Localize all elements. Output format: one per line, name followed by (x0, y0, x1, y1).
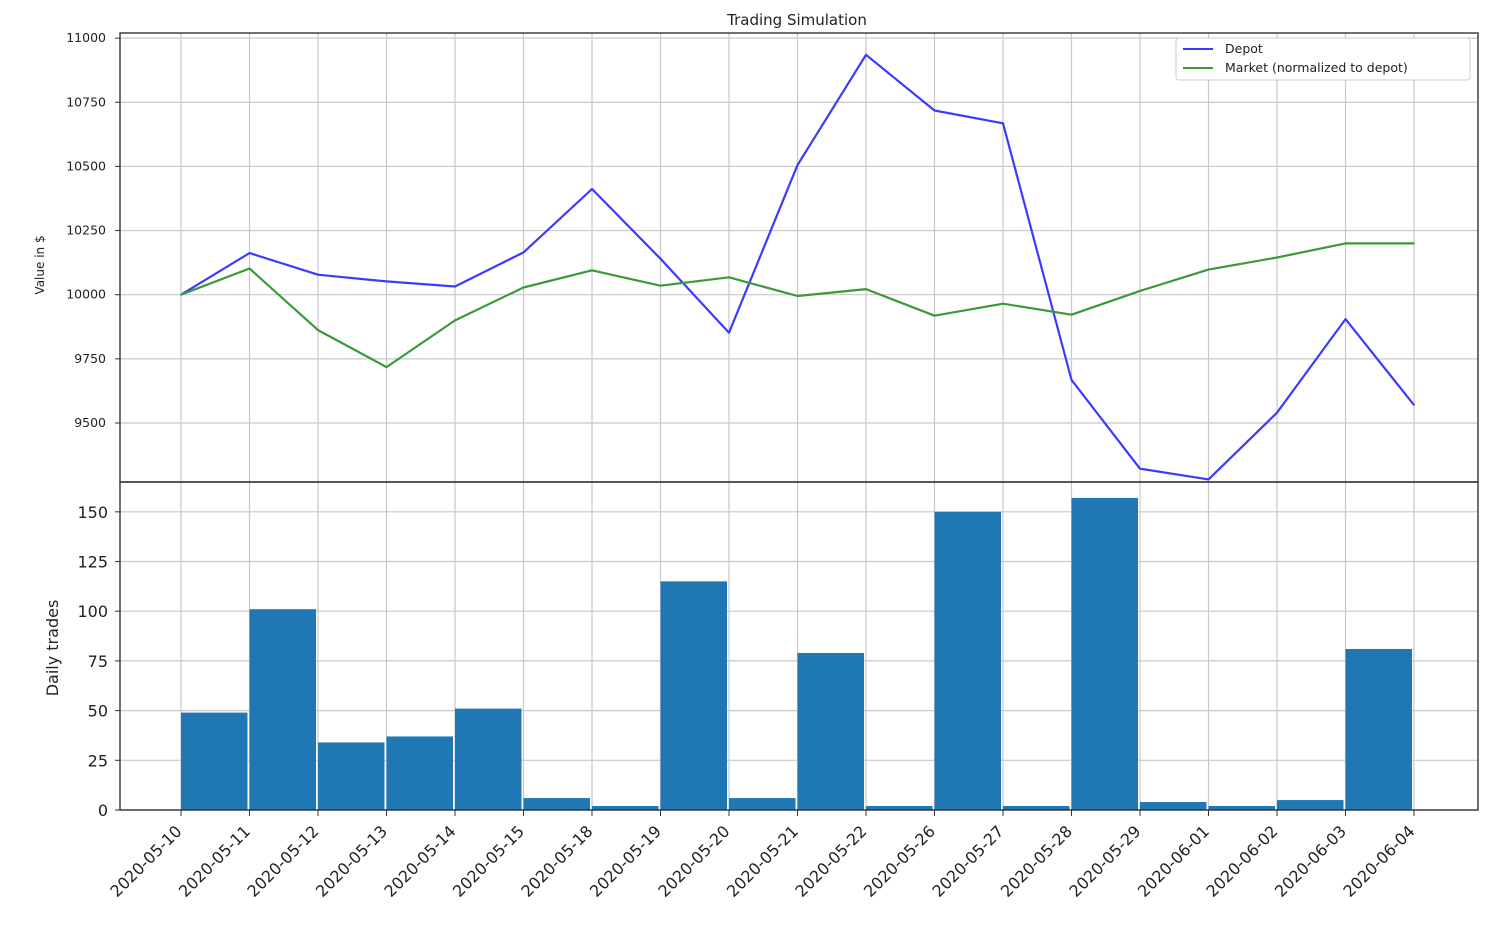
series-point-depot (1276, 411, 1278, 414)
y-tick-label-top: 11000 (66, 30, 106, 45)
daily-trades-bars (181, 497, 1412, 810)
series-point-depot (933, 109, 936, 112)
bar-2020-05-15 (523, 798, 590, 810)
bar-2020-06-01 (1208, 806, 1275, 810)
series-point-depot (659, 257, 662, 260)
series-point-market (1002, 302, 1004, 305)
y-tick-label-top: 9750 (74, 351, 106, 366)
series-point-market (180, 293, 182, 296)
series-point-depot (1207, 478, 1210, 481)
bar-2020-06-03 (1345, 648, 1412, 810)
series-point-depot (248, 252, 251, 254)
series-point-market (454, 319, 456, 322)
chart-title: Trading Simulation (726, 11, 867, 29)
bar-2020-05-28 (1071, 497, 1138, 810)
series-point-depot (385, 280, 388, 283)
bar-2020-05-12 (318, 742, 385, 810)
series-point-depot (1002, 122, 1004, 125)
y-tick-label-top: 10750 (66, 94, 106, 109)
legend: Depot Market (normalized to depot) (1175, 37, 1471, 81)
series-point-market (385, 366, 388, 368)
legend-label-depot: Depot (1225, 41, 1263, 56)
bar-2020-05-19 (660, 581, 727, 810)
series-point-market (728, 276, 730, 279)
bar-2020-05-22 (866, 806, 933, 810)
series-point-market (591, 269, 593, 272)
series-point-market (1139, 290, 1141, 292)
bar-2020-05-10 (181, 712, 248, 810)
bar-2020-06-02 (1277, 800, 1344, 810)
y-tick-label-bottom: 125 (77, 553, 108, 572)
y-axis-label-daily-trades: Daily trades (43, 600, 62, 697)
series-point-market (796, 295, 799, 297)
bar-2020-05-26 (934, 511, 1001, 810)
y-tick-label-top: 10000 (66, 287, 106, 302)
y-tick-label-top: 10250 (66, 223, 106, 238)
bar-2020-05-21 (797, 652, 864, 810)
bottom-plot-frame (119, 481, 1479, 811)
bar-2020-05-18 (592, 806, 659, 810)
series-point-market (317, 329, 319, 331)
series-point-market (1070, 313, 1073, 316)
y-tick-label-bottom: 100 (77, 602, 108, 621)
series-point-depot (728, 331, 730, 334)
bar-2020-05-29 (1140, 802, 1207, 810)
series-point-market (1276, 256, 1278, 259)
series-point-depot (454, 285, 456, 288)
y-tick-label-top: 9500 (74, 415, 106, 430)
y-tick-label-bottom: 150 (77, 503, 108, 522)
series-point-market (933, 314, 936, 317)
bar-2020-05-27 (1003, 806, 1070, 810)
series-point-market (1344, 242, 1347, 245)
series-point-depot (1139, 467, 1141, 470)
y-tick-label-bottom: 0 (98, 801, 108, 820)
legend-label-market: Market (normalized to depot) (1225, 60, 1408, 75)
series-point-depot (865, 54, 867, 56)
series-point-market (1413, 242, 1415, 245)
bar-2020-05-13 (386, 736, 453, 810)
series-point-depot (522, 251, 525, 254)
series-point-market (248, 267, 251, 270)
bar-2020-05-20 (729, 798, 796, 810)
series-point-market (1207, 268, 1210, 271)
y-axis-label-value: Value in $ (33, 235, 47, 294)
series-point-depot (1344, 318, 1347, 320)
series-point-market (659, 284, 662, 287)
y-tick-label-bottom: 50 (88, 702, 108, 721)
bar-2020-05-11 (249, 609, 316, 810)
series-point-depot (796, 164, 799, 166)
series-point-depot (1070, 379, 1073, 381)
line-series (180, 53, 1415, 481)
bar-2020-05-14 (455, 708, 522, 810)
y-tick-label-bottom: 75 (88, 652, 108, 671)
series-point-depot (317, 273, 319, 276)
series-point-market (522, 286, 525, 289)
chart-axes (115, 32, 1479, 816)
series-point-depot (1413, 404, 1415, 406)
y-tick-label-top: 10500 (66, 158, 106, 173)
y-tick-label-bottom: 25 (88, 751, 108, 770)
series-point-market (865, 288, 867, 290)
series-point-depot (591, 188, 593, 190)
